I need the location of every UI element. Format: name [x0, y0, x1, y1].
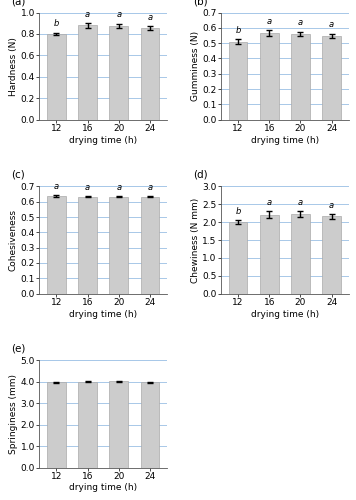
Text: a: a [147, 183, 152, 192]
Bar [78, 382, 97, 468]
Text: a: a [298, 18, 303, 27]
Text: a: a [116, 10, 121, 20]
Text: (d): (d) [193, 170, 207, 180]
Bar [322, 216, 341, 294]
Text: a: a [116, 183, 121, 192]
Bar [47, 196, 66, 294]
Bar [291, 34, 310, 120]
Bar [47, 382, 66, 468]
Y-axis label: Hardness (N): Hardness (N) [9, 36, 18, 96]
X-axis label: drying time (h): drying time (h) [251, 136, 319, 145]
Bar [260, 214, 279, 294]
Bar [229, 42, 247, 120]
Bar [260, 33, 279, 120]
X-axis label: drying time (h): drying time (h) [69, 484, 137, 492]
Text: a: a [85, 10, 90, 18]
Text: a: a [147, 12, 152, 22]
Text: a: a [329, 200, 334, 209]
Text: a: a [298, 198, 303, 207]
Bar [291, 214, 310, 294]
Bar [109, 382, 128, 468]
Bar [78, 26, 97, 120]
X-axis label: drying time (h): drying time (h) [251, 310, 319, 318]
X-axis label: drying time (h): drying time (h) [69, 136, 137, 145]
Y-axis label: Chewiness (N mm): Chewiness (N mm) [190, 198, 200, 282]
Text: (c): (c) [11, 170, 25, 180]
X-axis label: drying time (h): drying time (h) [69, 310, 137, 318]
Bar [109, 26, 128, 120]
Text: a: a [267, 17, 272, 26]
Bar [78, 196, 97, 294]
Text: b: b [235, 207, 241, 216]
Text: a: a [329, 20, 334, 30]
Text: (b): (b) [193, 0, 207, 6]
Text: b: b [54, 20, 59, 28]
Y-axis label: Cohesiveness: Cohesiveness [9, 209, 18, 271]
Text: b: b [235, 26, 241, 35]
Y-axis label: Springiness (mm): Springiness (mm) [9, 374, 18, 454]
Text: a: a [85, 182, 90, 192]
Bar [47, 34, 66, 120]
Bar [322, 36, 341, 120]
Bar [229, 222, 247, 294]
Bar [141, 382, 159, 468]
Text: (a): (a) [11, 0, 25, 6]
Y-axis label: Gumminess (N): Gumminess (N) [190, 31, 200, 101]
Bar [141, 28, 159, 120]
Text: a: a [54, 182, 59, 191]
Bar [141, 197, 159, 294]
Bar [109, 197, 128, 294]
Text: a: a [267, 198, 272, 207]
Text: (e): (e) [11, 344, 25, 354]
